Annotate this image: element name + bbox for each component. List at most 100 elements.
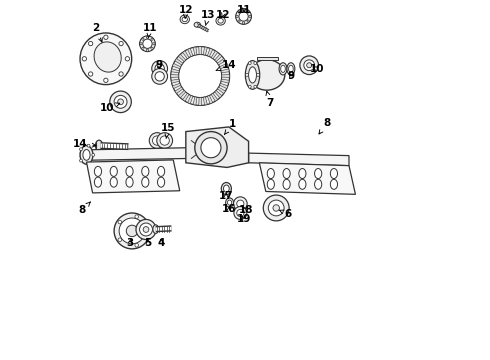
Ellipse shape xyxy=(289,65,293,72)
Circle shape xyxy=(254,62,257,64)
Ellipse shape xyxy=(227,200,232,205)
Circle shape xyxy=(140,42,142,45)
Text: 17: 17 xyxy=(219,191,233,201)
Ellipse shape xyxy=(95,166,101,176)
Polygon shape xyxy=(248,153,349,166)
Ellipse shape xyxy=(126,166,133,176)
Text: 14: 14 xyxy=(73,139,96,149)
Circle shape xyxy=(300,56,318,75)
Circle shape xyxy=(80,33,132,85)
Circle shape xyxy=(269,200,284,216)
Circle shape xyxy=(104,35,108,40)
Circle shape xyxy=(160,136,170,145)
Circle shape xyxy=(143,226,149,232)
Text: 12: 12 xyxy=(216,10,230,20)
Ellipse shape xyxy=(287,63,295,75)
Circle shape xyxy=(248,62,251,64)
Ellipse shape xyxy=(142,177,149,187)
Ellipse shape xyxy=(153,225,159,233)
Circle shape xyxy=(82,57,87,61)
Circle shape xyxy=(119,218,145,244)
Circle shape xyxy=(245,73,248,76)
Circle shape xyxy=(119,41,123,46)
Text: 9: 9 xyxy=(287,71,294,81)
Ellipse shape xyxy=(249,60,285,90)
Polygon shape xyxy=(218,87,225,94)
Ellipse shape xyxy=(283,168,290,179)
Polygon shape xyxy=(220,63,228,69)
Polygon shape xyxy=(85,148,188,160)
Circle shape xyxy=(152,60,168,76)
Polygon shape xyxy=(172,63,181,69)
Circle shape xyxy=(118,99,123,105)
Text: 18: 18 xyxy=(239,206,253,216)
Ellipse shape xyxy=(110,166,117,176)
Text: 11: 11 xyxy=(237,5,251,15)
Circle shape xyxy=(239,12,248,21)
Circle shape xyxy=(136,220,156,239)
Circle shape xyxy=(273,205,279,211)
Circle shape xyxy=(140,36,155,51)
Text: 10: 10 xyxy=(310,64,324,74)
Circle shape xyxy=(146,229,149,233)
Ellipse shape xyxy=(281,65,285,72)
Circle shape xyxy=(238,11,240,13)
Circle shape xyxy=(151,47,153,49)
Ellipse shape xyxy=(245,60,260,89)
Circle shape xyxy=(248,85,251,88)
Ellipse shape xyxy=(315,168,322,179)
Text: 14: 14 xyxy=(216,60,236,71)
Polygon shape xyxy=(221,79,229,83)
Ellipse shape xyxy=(299,179,306,189)
Polygon shape xyxy=(186,127,248,167)
Circle shape xyxy=(243,9,245,11)
Polygon shape xyxy=(207,48,213,57)
Polygon shape xyxy=(259,163,355,194)
Circle shape xyxy=(142,47,144,49)
Polygon shape xyxy=(183,51,189,59)
Circle shape xyxy=(153,42,155,45)
Text: 4: 4 xyxy=(158,238,165,248)
Ellipse shape xyxy=(216,17,225,25)
Circle shape xyxy=(126,225,138,237)
Circle shape xyxy=(254,85,257,88)
Ellipse shape xyxy=(225,198,234,207)
Text: 7: 7 xyxy=(266,91,274,108)
Circle shape xyxy=(147,49,148,51)
Circle shape xyxy=(79,148,82,150)
Ellipse shape xyxy=(221,183,231,195)
Polygon shape xyxy=(207,95,213,104)
Ellipse shape xyxy=(330,168,338,179)
Text: 5: 5 xyxy=(145,238,152,248)
Polygon shape xyxy=(221,69,229,73)
Text: 8: 8 xyxy=(78,202,90,216)
Text: 2: 2 xyxy=(93,23,102,42)
Circle shape xyxy=(237,210,244,217)
Circle shape xyxy=(307,63,312,68)
Polygon shape xyxy=(87,160,180,193)
Ellipse shape xyxy=(248,67,256,83)
Circle shape xyxy=(87,163,90,166)
Polygon shape xyxy=(257,57,278,60)
Circle shape xyxy=(155,64,164,73)
Circle shape xyxy=(89,41,93,46)
Text: 16: 16 xyxy=(221,204,236,215)
Polygon shape xyxy=(220,83,228,89)
Ellipse shape xyxy=(182,17,188,22)
Ellipse shape xyxy=(180,15,190,24)
Ellipse shape xyxy=(80,145,93,164)
Text: 13: 13 xyxy=(201,10,216,26)
Polygon shape xyxy=(171,79,179,83)
Circle shape xyxy=(155,72,164,81)
Circle shape xyxy=(179,54,221,98)
Circle shape xyxy=(114,95,127,108)
Text: 12: 12 xyxy=(178,5,193,18)
Ellipse shape xyxy=(267,179,274,189)
Polygon shape xyxy=(193,97,197,105)
Circle shape xyxy=(237,200,244,207)
Circle shape xyxy=(304,60,315,71)
Circle shape xyxy=(149,133,165,148)
Circle shape xyxy=(263,195,289,221)
Circle shape xyxy=(87,144,90,147)
Circle shape xyxy=(135,243,139,247)
